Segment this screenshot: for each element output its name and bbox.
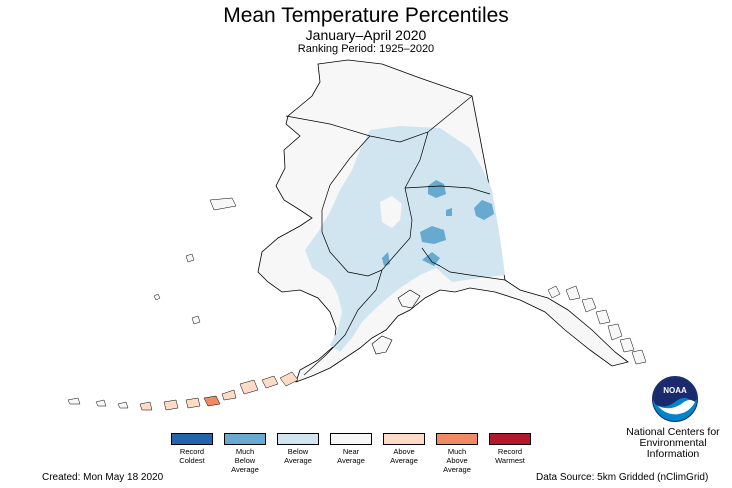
below-average-region [305, 126, 505, 352]
legend-item-below-average: Below Average [277, 433, 319, 465]
legend-item-much-below-average: Much Below Average [224, 433, 266, 474]
division-boundaries [285, 95, 506, 376]
legend-label: Record Coldest [179, 447, 205, 465]
noaa-logo-text: NOAA [663, 386, 687, 395]
created-date: Created: Mon May 18 2020 [42, 472, 164, 483]
legend-swatch [171, 433, 213, 445]
map-title: Mean Temperature Percentiles [223, 4, 509, 27]
legend-swatch [277, 433, 319, 445]
south-coast-islands [371, 289, 421, 355]
legend-swatch [489, 433, 531, 445]
legend: Record Coldest Much Below Average Below … [171, 433, 536, 477]
map-subtitle: January–April 2020 [305, 27, 427, 43]
title-block: Mean Temperature Percentiles January–Apr… [0, 4, 732, 56]
legend-label: Below Average [284, 447, 312, 465]
legend-swatch [224, 433, 266, 445]
legend-label: Record Warmest [495, 447, 525, 465]
legend-swatch [330, 433, 372, 445]
legend-label: Much Above Average [443, 447, 471, 474]
legend-item-record-coldest: Record Coldest [171, 433, 213, 465]
legend-item-above-average: Above Average [383, 433, 425, 465]
noaa-logo: NOAA [652, 376, 698, 422]
legend-swatch [383, 433, 425, 445]
data-source: Data Source: 5km Gridded (nClimGrid) [536, 472, 709, 483]
bering-sea-islands [153, 197, 237, 325]
ranking-period: Ranking Period: 1925–2020 [297, 43, 435, 55]
legend-item-much-above-average: Much Above Average [436, 433, 478, 474]
legend-swatch [436, 433, 478, 445]
legend-item-near-average: Near Average [330, 433, 372, 465]
legend-label: Near Average [337, 447, 365, 465]
legend-label: Much Below Average [231, 447, 259, 474]
agency-name: National Centers for Environmental Infor… [626, 426, 720, 460]
panhandle-islands [547, 285, 647, 365]
aleutian-islands [67, 371, 299, 411]
legend-label: Above Average [390, 447, 418, 465]
much-below-average-patches [382, 180, 494, 266]
legend-item-record-warmest: Record Warmest [489, 433, 531, 465]
near-average-hole [380, 196, 402, 228]
